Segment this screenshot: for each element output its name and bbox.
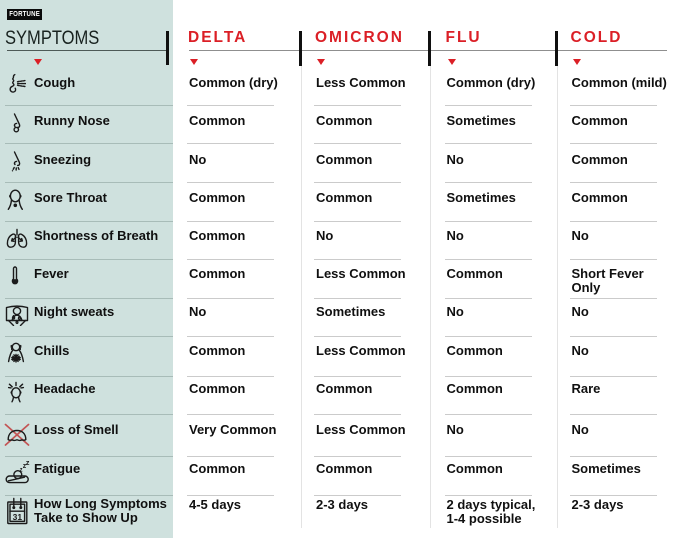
svg-text:z: z [26, 458, 30, 467]
svg-text:z: z [23, 463, 27, 470]
svg-text:z: z [20, 468, 23, 474]
svg-text:31: 31 [13, 511, 23, 521]
